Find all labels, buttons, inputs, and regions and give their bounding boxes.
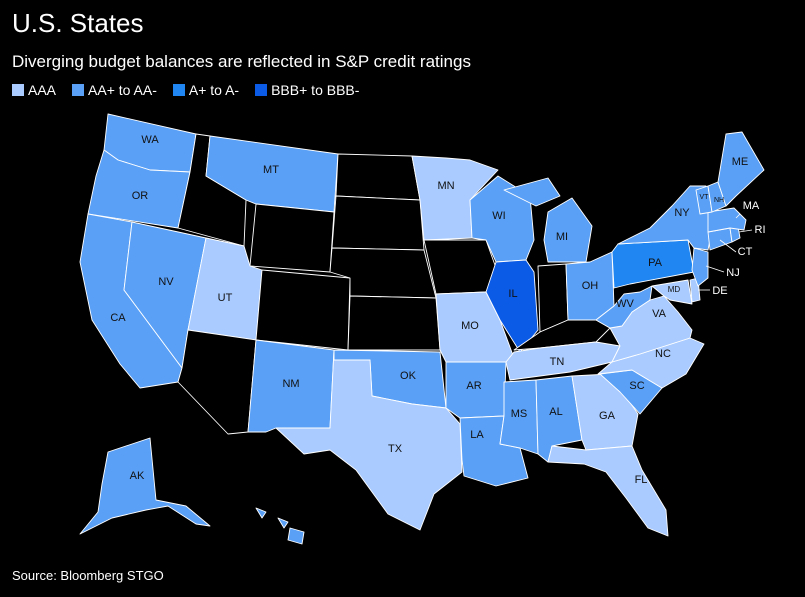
label-CA: CA bbox=[110, 312, 126, 324]
state-WY[interactable] bbox=[249, 203, 335, 273]
legend-label-bbb: BBB+ to BBB- bbox=[271, 82, 360, 98]
state-SD[interactable] bbox=[331, 195, 425, 251]
legend-swatch-bbb bbox=[255, 84, 268, 96]
state-MD[interactable] bbox=[651, 279, 693, 305]
label-NJ: NJ bbox=[726, 267, 739, 279]
label-MD: MD bbox=[668, 285, 681, 294]
label-AR: AR bbox=[466, 380, 481, 392]
state-AZ[interactable] bbox=[177, 329, 257, 435]
legend-swatch-a bbox=[172, 84, 185, 96]
legend-item-aa: AA+ to AA- bbox=[72, 82, 157, 98]
label-WV: WV bbox=[616, 298, 634, 310]
state-WV[interactable] bbox=[595, 285, 653, 329]
label-CT: CT bbox=[738, 246, 753, 258]
label-NY: NY bbox=[674, 207, 690, 219]
label-MI: MI bbox=[556, 231, 568, 243]
state-CO[interactable] bbox=[255, 269, 351, 351]
state-NJ[interactable] bbox=[691, 247, 709, 287]
state-KS[interactable] bbox=[347, 295, 441, 351]
label-NC: NC bbox=[655, 348, 671, 360]
label-OK: OK bbox=[400, 370, 417, 382]
label-TN: TN bbox=[550, 356, 565, 368]
label-MT: MT bbox=[263, 164, 279, 176]
label-TX: TX bbox=[388, 443, 403, 455]
label-SC: SC bbox=[629, 380, 644, 392]
state-IA[interactable] bbox=[423, 239, 497, 295]
callout-line-RI bbox=[738, 229, 753, 233]
label-GA: GA bbox=[599, 410, 616, 422]
chart-title: U.S. States bbox=[12, 8, 144, 38]
label-PA: PA bbox=[648, 257, 663, 269]
source-note: Source: Bloomberg STGO bbox=[12, 568, 164, 583]
legend-item-bbb: BBB+ to BBB- bbox=[255, 82, 359, 98]
label-MS: MS bbox=[511, 408, 528, 420]
legend-label-aaa: AAA bbox=[28, 82, 57, 98]
chart-subtitle: Diverging budget balances are reflected … bbox=[12, 52, 471, 71]
callout-line-NJ bbox=[705, 265, 725, 273]
state-AK[interactable] bbox=[79, 437, 211, 535]
label-MA: MA bbox=[743, 200, 760, 212]
state-MA[interactable] bbox=[707, 207, 747, 233]
label-NM: NM bbox=[282, 378, 299, 390]
label-MN: MN bbox=[437, 180, 454, 192]
label-OR: OR bbox=[132, 190, 149, 202]
label-NH: NH bbox=[714, 197, 724, 204]
label-IL: IL bbox=[508, 288, 517, 300]
label-NV: NV bbox=[158, 276, 174, 288]
legend: AAA AA+ to AA- A+ to A- BBB+ to BBB- bbox=[12, 82, 359, 98]
label-VT: VT bbox=[700, 194, 710, 201]
label-AK: AK bbox=[130, 470, 145, 482]
states bbox=[79, 113, 765, 545]
state-ME[interactable] bbox=[717, 131, 765, 207]
legend-item-a: A+ to A- bbox=[172, 82, 240, 98]
label-DE: DE bbox=[712, 285, 727, 297]
label-OH: OH bbox=[582, 280, 599, 292]
label-FL: FL bbox=[635, 474, 648, 486]
label-WI: WI bbox=[492, 210, 505, 222]
legend-swatch-aaa bbox=[12, 84, 24, 96]
legend-swatch-aa bbox=[72, 84, 85, 96]
label-ME: ME bbox=[732, 156, 749, 168]
label-LA: LA bbox=[470, 429, 484, 441]
label-RI: RI bbox=[755, 224, 766, 236]
state-TX[interactable] bbox=[275, 349, 463, 531]
label-AL: AL bbox=[549, 406, 562, 418]
state-FL[interactable] bbox=[547, 445, 669, 537]
label-MO: MO bbox=[461, 320, 479, 332]
legend-label-aa: AA+ to AA- bbox=[88, 82, 157, 98]
callouts: MA RI CT NJ DE bbox=[698, 200, 766, 297]
label-VA: VA bbox=[652, 308, 667, 320]
label-WA: WA bbox=[141, 134, 159, 146]
legend-label-a: A+ to A- bbox=[188, 82, 240, 98]
state-ND[interactable] bbox=[335, 153, 421, 201]
state-HI[interactable] bbox=[255, 507, 305, 545]
callout-line-MA bbox=[735, 213, 741, 219]
callout-line-CT bbox=[719, 239, 737, 253]
legend-item-aaa: AAA bbox=[12, 82, 56, 98]
label-UT: UT bbox=[218, 292, 233, 304]
state-labels: WA OR CA NV UT MT NM TX OK AR LA MS AL G… bbox=[110, 134, 748, 486]
